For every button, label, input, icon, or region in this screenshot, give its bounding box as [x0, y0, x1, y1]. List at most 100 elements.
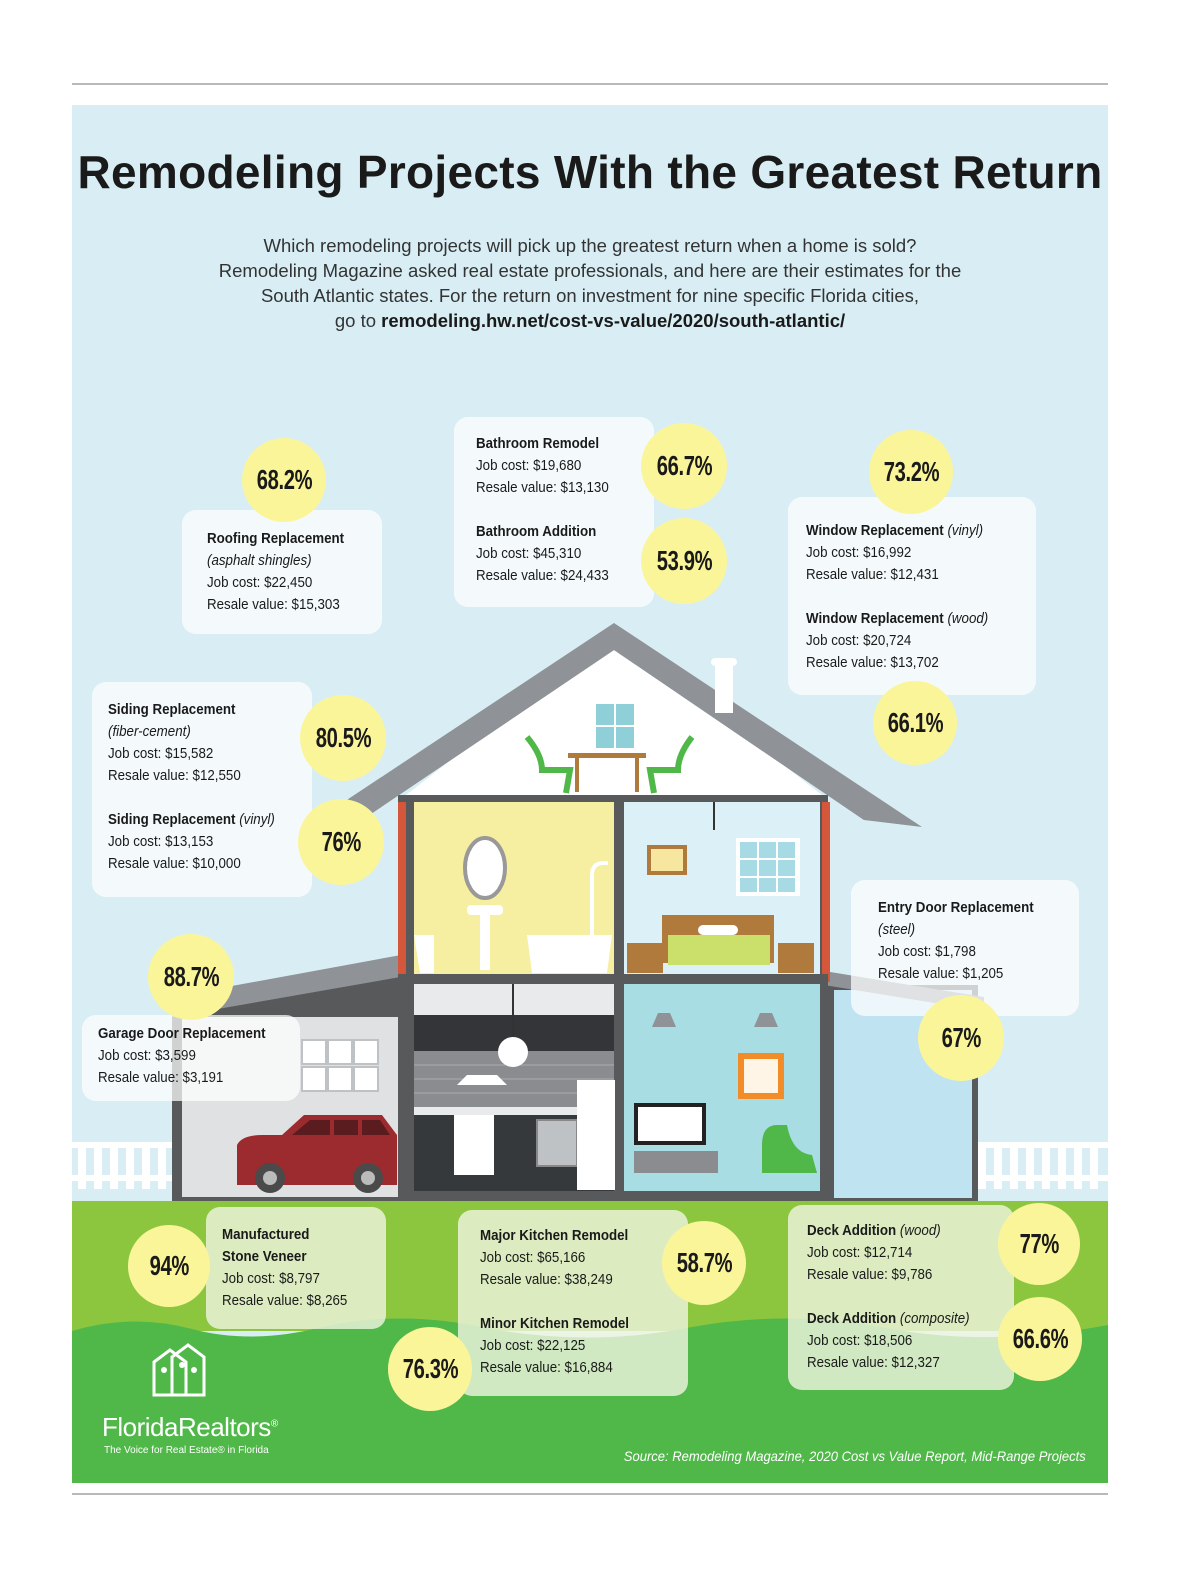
kitchen-major-name: Major Kitchen Remodel [480, 1228, 629, 1244]
window-vinyl-name-text: Window Replacement [806, 523, 944, 539]
window-vinyl-resale: Resale value: $12,431 [806, 567, 939, 583]
infographic-panel: Remodeling Projects With the Greatest Re… [72, 105, 1108, 1483]
stone-veneer-cost: Job cost: $8,797 [222, 1271, 320, 1287]
bath-addition-roi: 53.9% [656, 545, 712, 576]
roofing-roi-badge: 68.2% [242, 438, 326, 522]
roofing-text: Roofing Replacement (asphalt shingles) J… [207, 528, 344, 616]
kitchen-card [458, 1210, 688, 1396]
entry-door-name: Entry Door Replacement [878, 900, 1034, 916]
bottom-rule [72, 1493, 1108, 1495]
siding-vinyl-roi-badge: 76% [298, 799, 384, 885]
source-note: Source: Remodeling Magazine, 2020 Cost v… [624, 1448, 1086, 1464]
stone-veneer-roi: 94% [149, 1250, 189, 1281]
bath-addition-roi-badge: 53.9% [641, 518, 727, 604]
bath-remodel-roi-badge: 66.7% [641, 423, 727, 509]
bath-addition-cost: Job cost: $45,310 [476, 546, 582, 562]
car [237, 1115, 397, 1193]
deck-composite-roi: 66.6% [1012, 1323, 1068, 1354]
main-house [398, 795, 830, 1201]
window-vinyl-qualifier: (vinyl) [947, 523, 984, 539]
kitchen-minor-text: Minor Kitchen Remodel Job cost: $22,125 … [480, 1313, 629, 1379]
garage-door-roi-badge: 88.7% [148, 934, 234, 1020]
kitchen-minor-roi-badge: 76.3% [388, 1327, 472, 1411]
bath-remodel-resale: Resale value: $13,130 [476, 480, 609, 496]
entry-door-text: Entry Door Replacement (steel) Job cost:… [878, 897, 1034, 985]
logo-tagline: The Voice for Real Estate® in Florida [104, 1445, 269, 1456]
garage-door-roi: 88.7% [163, 961, 219, 992]
kitchen-minor-cost: Job cost: $22,125 [480, 1338, 586, 1354]
window-wood-name-text: Window Replacement [806, 611, 944, 627]
roof [306, 623, 922, 827]
deck-card [788, 1205, 1014, 1390]
deck-composite-name-text: Deck Addition [807, 1311, 897, 1327]
intro-paragraph: Which remodeling projects will pick up t… [132, 233, 1048, 333]
floridarealtors-logo: FloridaRealtors® [102, 1412, 278, 1443]
bath-remodel-cost: Job cost: $19,680 [476, 458, 582, 474]
stone-veneer-resale: Resale value: $8,265 [222, 1293, 348, 1309]
attic-window [596, 704, 634, 748]
window-wood-text: Window Replacement (wood) Job cost: $20,… [806, 608, 988, 674]
siding-vinyl-qualifier: (vinyl) [239, 812, 275, 828]
deck-composite-text: Deck Addition (composite) Job cost: $18,… [807, 1308, 970, 1374]
stone-veneer-roi-badge: 94% [128, 1225, 210, 1307]
bathroom-card [454, 417, 654, 607]
entry-door-qualifier: (steel) [878, 922, 916, 938]
deck-composite-roi-badge: 66.6% [998, 1297, 1082, 1381]
deck-composite-resale: Resale value: $12,327 [807, 1355, 940, 1371]
siding-vinyl-name-text: Siding Replacement [108, 812, 236, 828]
entry-door-resale: Resale value: $1,205 [878, 966, 1004, 982]
roofing-qualifier: (asphalt shingles) [207, 553, 312, 569]
window-vinyl-name: Window Replacement (vinyl) [806, 520, 983, 542]
kitchen-major-resale: Resale value: $38,249 [480, 1272, 613, 1288]
entry-door-cost: Job cost: $1,798 [878, 944, 976, 960]
deck-wood-name-text: Deck Addition [807, 1223, 897, 1239]
siding-fiber-roi: 80.5% [315, 722, 371, 753]
source-link[interactable]: remodeling.hw.net/cost-vs-value/2020/sou… [381, 310, 846, 331]
siding-fiber-roi-badge: 80.5% [300, 695, 386, 781]
kitchen-minor-name: Minor Kitchen Remodel [480, 1316, 629, 1332]
roofing-roi: 68.2% [256, 464, 312, 495]
deck-wood-text: Deck Addition (wood) Job cost: $12,714 R… [807, 1220, 941, 1286]
bath-remodel-text: Bathroom Remodel Job cost: $19,680 Resal… [476, 433, 609, 499]
kitchen-major-text: Major Kitchen Remodel Job cost: $65,166 … [480, 1225, 628, 1291]
siding-vinyl-name: Siding Replacement (vinyl) [108, 809, 275, 831]
deck-wood-roi-badge: 77% [998, 1203, 1080, 1285]
entry-door-roi: 67% [941, 1022, 981, 1053]
window-wood-roi: 66.1% [887, 707, 943, 738]
roofing-resale: Resale value: $15,303 [207, 597, 340, 613]
siding-vinyl-cost: Job cost: $13,153 [108, 834, 214, 850]
garage-door-cost: Job cost: $3,599 [98, 1048, 196, 1064]
fence [72, 1142, 1108, 1189]
houses-logo-icon [152, 1343, 206, 1397]
bath-addition-resale: Resale value: $24,433 [476, 568, 609, 584]
window-wood-roi-badge: 66.1% [873, 681, 957, 765]
garage-door-text: Garage Door Replacement Job cost: $3,599… [98, 1023, 266, 1089]
siding-fiber-resale: Resale value: $12,550 [108, 768, 241, 784]
window-wood-resale: Resale value: $13,702 [806, 655, 939, 671]
garage-door-card [82, 1015, 300, 1101]
siding-fiber-text: Siding Replacement (fiber-cement) Job co… [108, 699, 241, 787]
bath-remodel-name: Bathroom Remodel [476, 436, 600, 452]
intro-line-4-prefix: go to [334, 310, 382, 331]
siding-vinyl-resale: Resale value: $10,000 [108, 856, 241, 872]
logo-brand-b: Realtors [177, 1412, 271, 1442]
intro-line-1: Which remodeling projects will pick up t… [263, 235, 917, 256]
deck-wood-qualifier: (wood) [899, 1223, 941, 1239]
window-wood-qualifier: (wood) [947, 611, 989, 627]
logo-brand-a: Florida [102, 1412, 178, 1442]
roofing-card [182, 510, 382, 634]
siding-card [92, 682, 312, 897]
stone-veneer-card [206, 1207, 386, 1329]
garage-door-name: Garage Door Replacement [98, 1026, 266, 1042]
intro-line-2: Remodeling Magazine asked real estate pr… [218, 260, 962, 281]
entry-door-card [851, 880, 1079, 1016]
roofing-name: Roofing Replacement [207, 531, 345, 547]
window-vinyl-cost: Job cost: $16,992 [806, 545, 912, 561]
stone-veneer-name-1: Manufactured [222, 1227, 310, 1243]
kitchen-major-roi: 58.7% [676, 1247, 732, 1278]
window-vinyl-roi: 73.2% [883, 456, 939, 487]
intro-line-3: South Atlantic states. For the return on… [260, 285, 920, 306]
siding-vinyl-text: Siding Replacement (vinyl) Job cost: $13… [108, 809, 275, 875]
deck-wood-resale: Resale value: $9,786 [807, 1267, 933, 1283]
intro-line-4: go to remodeling.hw.net/cost-vs-value/20… [132, 308, 1048, 333]
